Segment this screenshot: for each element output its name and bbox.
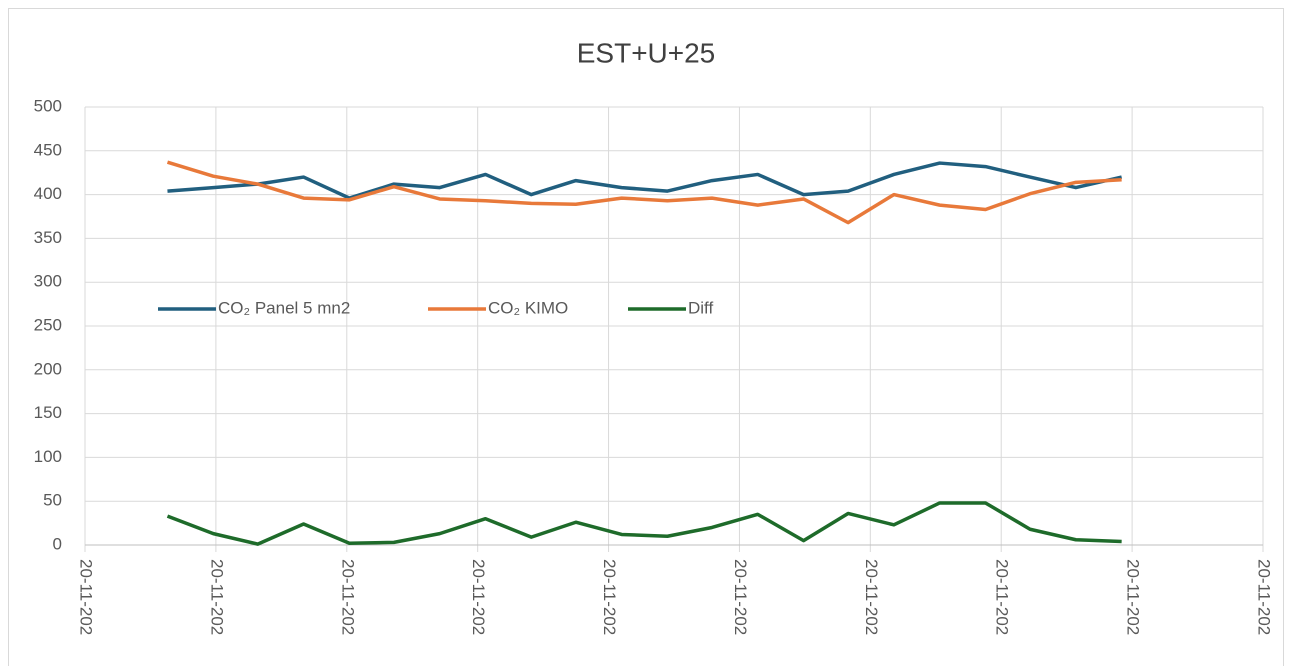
- x-tick-label: 20-11-202: [731, 559, 750, 635]
- y-tick-label: 450: [34, 140, 62, 159]
- y-tick-label: 500: [34, 96, 62, 115]
- x-tick-label: 20-11-202: [77, 559, 96, 635]
- data-line: [167, 161, 1123, 200]
- y-tick-label: 300: [34, 272, 62, 291]
- x-tick-label: 20-11-202: [993, 559, 1012, 635]
- y-tick-label: 200: [34, 359, 62, 378]
- y-tick-label: 50: [43, 491, 62, 510]
- y-tick-label: 350: [34, 228, 62, 247]
- x-tick-label: 20-11-202: [600, 559, 619, 635]
- x-tick-label: 20-11-202: [1255, 559, 1274, 635]
- data-line: [166, 501, 1122, 546]
- y-tick-label: 0: [53, 534, 62, 553]
- x-tick-label: 20-11-202: [207, 559, 226, 635]
- y-tick-label: 100: [34, 447, 62, 466]
- x-tick-label: 20-11-202: [862, 559, 881, 635]
- legend-label: Diff: [688, 298, 713, 317]
- legend-label: CO₂ Panel 5 mn2: [218, 298, 350, 317]
- chart-frame: [8, 8, 1284, 666]
- chart-title: EST+U+25: [577, 37, 716, 68]
- x-tick-label: 20-11-202: [338, 559, 357, 635]
- y-tick-label: 250: [34, 315, 62, 334]
- y-tick-label: 400: [34, 184, 62, 203]
- data-line: [166, 160, 1122, 225]
- x-tick-label: 20-11-202: [1124, 559, 1143, 635]
- y-tick-label: 150: [34, 403, 62, 422]
- legend-label: CO₂ KIMO: [488, 298, 568, 317]
- x-tick-label: 20-11-202: [469, 559, 488, 635]
